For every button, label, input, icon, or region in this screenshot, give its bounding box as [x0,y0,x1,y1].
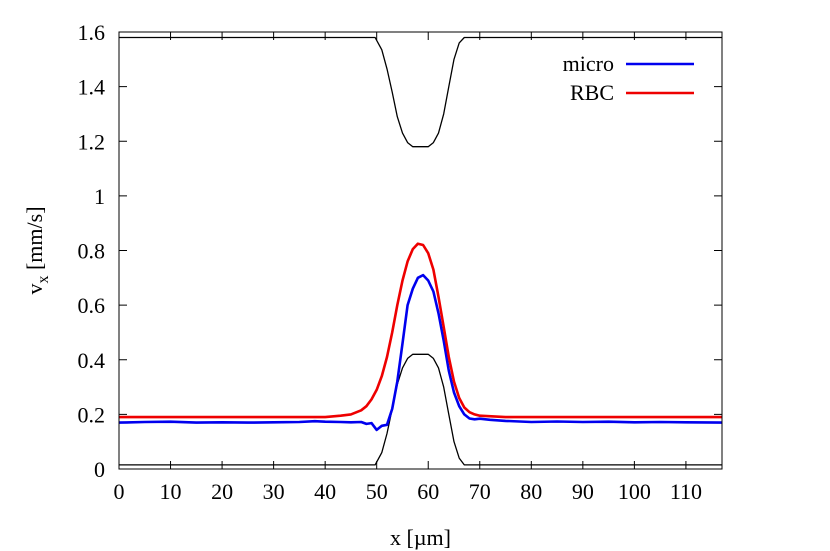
plot-frame [118,31,723,470]
y-tick-label: 1.6 [78,20,106,45]
x-axis-label: x [µm] [390,525,451,550]
x-tick-label: 70 [469,479,491,504]
y-tick-label: 0.2 [78,402,106,427]
y-tick-label: 0 [94,457,105,482]
x-tick-label: 80 [520,479,542,504]
vessel-walls [119,36,722,466]
y-tick-label: 0.8 [78,239,106,264]
y-axis-label: vx [mm/s] [22,206,52,294]
y-axis-label-symbol: v [22,284,47,295]
y-axis-label-subscript: x [35,276,52,284]
y-tick-label: 0.4 [78,348,106,373]
x-tick-label: 60 [417,479,439,504]
legend-label-rbc: RBC [570,80,614,105]
x-tick-label: 50 [366,479,388,504]
vessel-wall-top [119,36,722,148]
x-tick-label: 110 [670,479,702,504]
y-axis: 0 0.2 0.4 0.6 0.8 1 1.2 1.4 1.6 [78,20,722,482]
x-tick-label: 100 [618,479,651,504]
y-tick-label: 1.4 [78,75,106,100]
legend-label-micro: micro [563,51,614,76]
y-tick-label: 1.2 [78,129,106,154]
x-tick-label: 0 [114,479,125,504]
y-tick-label: 1 [94,184,105,209]
x-tick-label: 30 [263,479,285,504]
vessel-wall-bottom [119,353,722,466]
y-tick-label: 0.6 [78,293,106,318]
series-line-rbc [119,242,722,419]
x-tick-label: 40 [314,479,336,504]
x-tick-label: 20 [211,479,233,504]
y-axis-label-unit: [mm/s] [22,206,47,275]
series-lines [119,242,722,432]
x-axis: 0 10 20 30 40 50 60 70 80 90 100 110 [114,32,702,504]
series-line-micro [119,273,722,432]
x-tick-label: 90 [572,479,594,504]
legend: micro RBC [563,51,694,105]
x-tick-label: 10 [160,479,182,504]
